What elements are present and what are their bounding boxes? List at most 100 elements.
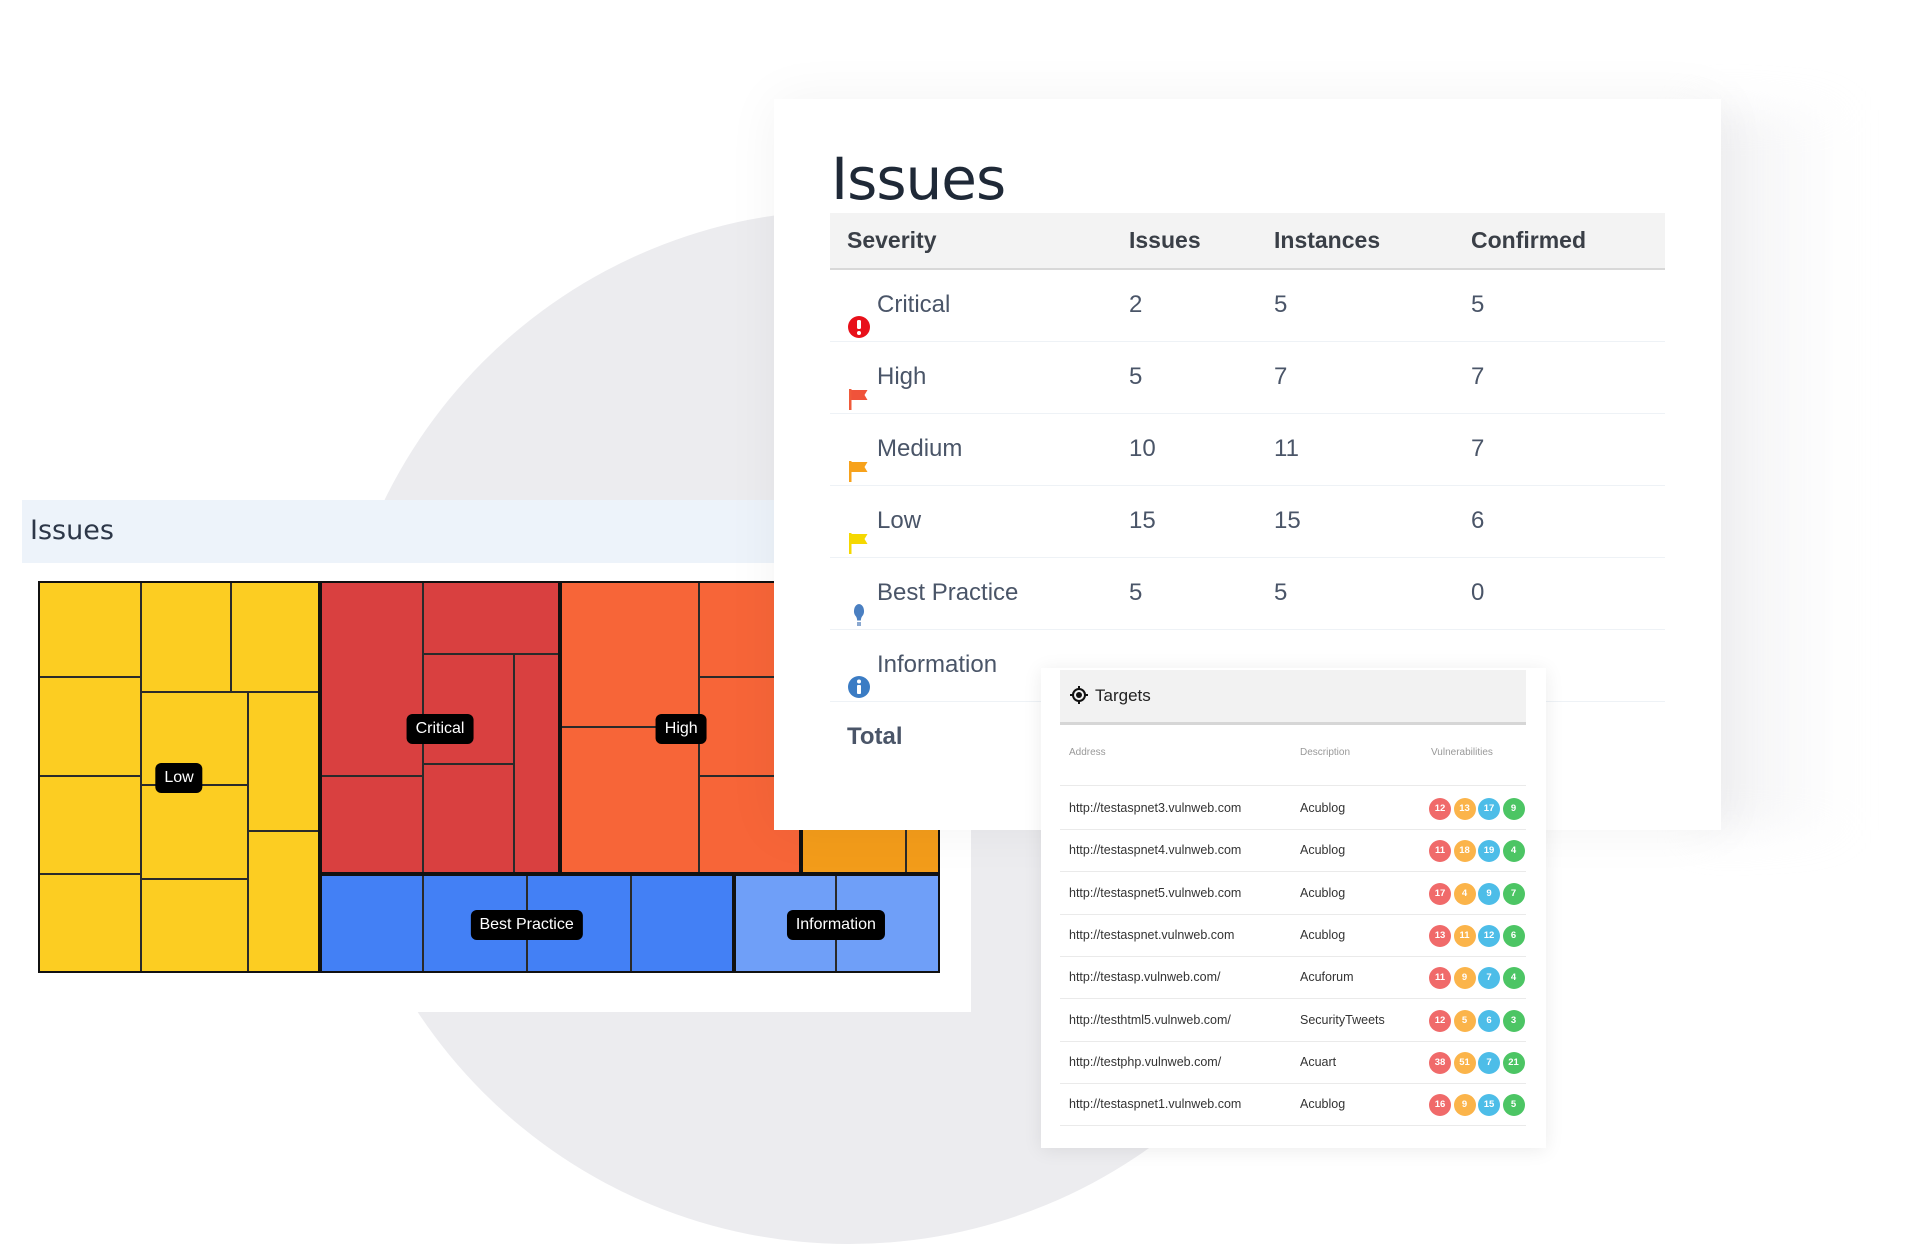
vuln-badge-low: 3	[1502, 1009, 1525, 1032]
treemap-cell-high[interactable]	[560, 581, 699, 727]
target-row[interactable]: http://testphp.vulnweb.com/ Acuart 38 51 7 2…	[1060, 1041, 1526, 1084]
vuln-badge-low: 4	[1502, 840, 1525, 863]
targets-title: Targets	[1095, 686, 1151, 705]
column-issues[interactable]: Issues	[1129, 227, 1201, 253]
issues-table: Severity Issues Instances Confirmed Crit…	[830, 213, 1665, 773]
confirmed-count: 0	[1471, 579, 1485, 606]
vuln-badge-low: 7	[1502, 882, 1525, 905]
target-address[interactable]: http://testaspnet1.vulnweb.com	[1069, 1097, 1242, 1112]
target-address[interactable]: http://testaspnet4.vulnweb.com	[1069, 843, 1242, 858]
target-description: Acublog	[1300, 927, 1346, 942]
treemap-cell-low[interactable]	[140, 785, 249, 880]
severity-label: High	[877, 363, 927, 390]
target-address[interactable]: http://testaspnet5.vulnweb.com	[1069, 885, 1242, 900]
target-address[interactable]: http://testasp.vulnweb.com/	[1069, 970, 1221, 985]
treemap-cell-best-practice[interactable]	[320, 874, 423, 974]
targets-card: Targets Address Description Vulnerabilit…	[1041, 668, 1546, 1148]
instances-count: 11	[1274, 435, 1299, 462]
instances-count: 7	[1274, 363, 1288, 390]
treemap-cell-critical[interactable]	[514, 653, 560, 875]
treemap-cell-low[interactable]	[140, 879, 249, 974]
target-row[interactable]: http://testaspnet4.vulnweb.com Acublog 11…	[1060, 829, 1526, 873]
background-shade	[1700, 110, 1850, 830]
target-row[interactable]: http://testasp.vulnweb.com/ Acuforum 11 9 7…	[1060, 956, 1526, 1000]
vuln-badge-high: 9	[1453, 1094, 1476, 1117]
issues-count: 15	[1129, 507, 1156, 534]
instances-count: 5	[1274, 291, 1288, 318]
vuln-badge-medium: 7	[1478, 1051, 1500, 1074]
vuln-badge-critical: 17	[1429, 882, 1451, 905]
vuln-badge-high: 9	[1453, 967, 1476, 990]
target-address[interactable]: http://testaspnet3.vulnweb.com	[1069, 801, 1242, 815]
vuln-badge-low: 9	[1502, 798, 1525, 820]
severity-label: Best Practice	[877, 579, 1019, 606]
target-address[interactable]: http://testhtml5.vulnweb.com/	[1069, 1012, 1231, 1027]
issues-count: 10	[1129, 435, 1156, 462]
target-address[interactable]: http://testaspnet.vulnweb.com	[1069, 927, 1235, 942]
treemap-cell-critical[interactable]	[320, 776, 423, 875]
target-description: Acublog	[1300, 1097, 1346, 1112]
vuln-badge-medium: 6	[1478, 1009, 1500, 1032]
column-vulnerabilities[interactable]: Vulnerabilities	[1431, 747, 1493, 758]
severity-label: Low	[877, 507, 922, 534]
vuln-badge-critical: 12	[1429, 798, 1451, 820]
target-address[interactable]: http://testphp.vulnweb.com/	[1069, 1054, 1222, 1069]
instances-count: 5	[1274, 579, 1288, 606]
column-severity[interactable]: Severity	[847, 227, 937, 253]
confirmed-count: 6	[1471, 507, 1485, 534]
column-confirmed[interactable]: Confirmed	[1471, 227, 1586, 253]
treemap-cell-low[interactable]	[248, 830, 321, 974]
target-description: Acuart	[1300, 1054, 1337, 1069]
vuln-badge-medium: 9	[1478, 882, 1500, 905]
confirmed-count: 7	[1471, 363, 1485, 390]
treemap-cell-low[interactable]	[38, 776, 141, 875]
treemap-cell-critical[interactable]	[422, 581, 560, 654]
severity-label: Information	[877, 651, 998, 678]
issues-row-best-practice[interactable]: Best Practice 5 5 0	[830, 558, 1665, 630]
treemap-cell-critical[interactable]	[422, 764, 515, 875]
treemap-label-best-practice: Best Practice	[470, 909, 583, 940]
total-label: Total	[847, 723, 903, 750]
target-row[interactable]: http://testhtml5.vulnweb.com/ SecurityTw…	[1060, 999, 1526, 1042]
targets-header: Targets	[1060, 670, 1526, 725]
issues-row-high[interactable]: High 5 7 7	[830, 342, 1665, 414]
issues-count: 5	[1129, 363, 1143, 390]
vuln-badge-high: 13	[1453, 798, 1476, 820]
vuln-badge-high: 4	[1453, 882, 1476, 905]
targets-table-header: Address Description Vulnerabilities	[1060, 745, 1526, 786]
column-instances[interactable]: Instances	[1274, 227, 1381, 253]
treemap-cell-low[interactable]	[230, 581, 321, 693]
issues-row-critical[interactable]: Critical 2 5 5	[830, 270, 1665, 342]
treemap-cell-low[interactable]	[38, 581, 141, 678]
vuln-badge-critical: 11	[1429, 840, 1451, 863]
treemap-cell-low[interactable]	[140, 581, 231, 693]
issues-count: 2	[1129, 291, 1143, 318]
issues-total-row: Total	[830, 702, 1665, 773]
vuln-badge-low: 21	[1502, 1051, 1525, 1074]
vuln-badge-high: 11	[1453, 924, 1476, 947]
target-description: Acublog	[1300, 843, 1346, 858]
treemap-cell-low[interactable]	[38, 874, 141, 974]
column-description[interactable]: Description	[1300, 747, 1351, 758]
vuln-badge-critical: 11	[1429, 967, 1451, 990]
column-address[interactable]: Address	[1069, 747, 1106, 758]
treemap-cell-low[interactable]	[248, 692, 321, 831]
treemap-cell-best-practice[interactable]	[630, 874, 735, 974]
severity-label: Critical	[877, 291, 951, 318]
vuln-badge-critical: 12	[1429, 1009, 1451, 1032]
treemap-cell-critical[interactable]	[422, 653, 515, 765]
target-row[interactable]: http://testaspnet.vulnweb.com Acublog 13 1…	[1060, 914, 1526, 957]
issues-row-low[interactable]: Low 15 15 6	[830, 486, 1665, 558]
treemap-cell-high[interactable]	[560, 726, 699, 875]
target-description: SecurityTweets	[1300, 1012, 1385, 1027]
treemap-cell-critical[interactable]	[320, 581, 423, 777]
instances-count: 15	[1274, 507, 1301, 534]
treemap-label-low: Low	[155, 762, 203, 793]
target-row[interactable]: http://testaspnet3.vulnweb.com Acublog 12…	[1060, 787, 1526, 830]
treemap-cell-low[interactable]	[38, 677, 141, 777]
target-row[interactable]: http://testaspnet1.vulnweb.com Acublog 16…	[1060, 1083, 1526, 1127]
vuln-badge-low: 5	[1502, 1094, 1525, 1117]
treemap-label-high: High	[655, 714, 707, 745]
issues-row-medium[interactable]: Medium 10 11 7	[830, 414, 1665, 486]
target-row[interactable]: http://testaspnet5.vulnweb.com Acublog 17…	[1060, 872, 1526, 915]
